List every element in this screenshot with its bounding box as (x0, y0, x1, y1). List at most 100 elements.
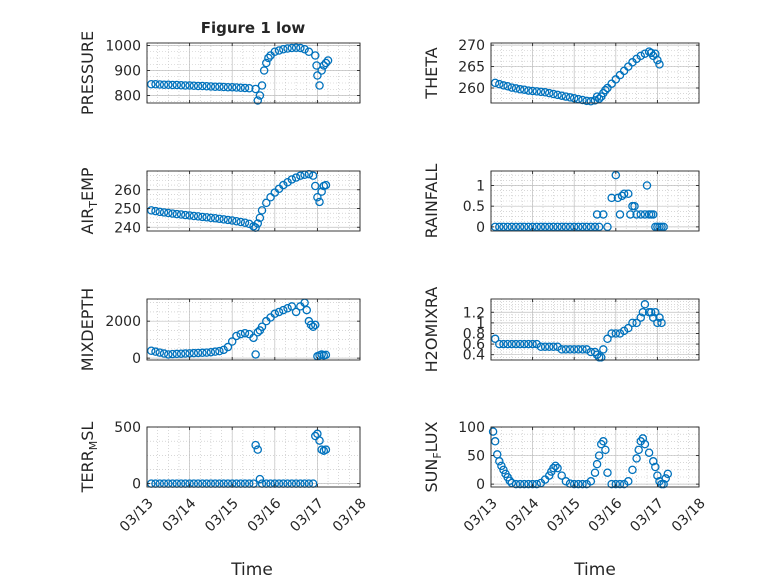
data-point (603, 334, 612, 344)
y-tick-label: 50 (467, 449, 485, 465)
data-point (503, 222, 512, 232)
y-tick-label: 240 (114, 220, 141, 236)
data-point (582, 345, 591, 354)
y-tick-label: 0.4 (463, 348, 485, 364)
data-point (490, 437, 500, 446)
y-tick-label: 500 (114, 420, 141, 436)
data-point (210, 213, 220, 223)
data-point (607, 329, 616, 338)
data-point (210, 347, 220, 356)
data-point (499, 339, 508, 349)
data-point (147, 346, 156, 356)
data-point (313, 192, 322, 202)
data-point (515, 222, 525, 232)
data-point (302, 305, 311, 315)
y-axis-label: RAINFALL (422, 164, 441, 239)
data-point (549, 463, 558, 473)
data-point (151, 206, 160, 216)
data-point (155, 80, 165, 89)
data-point (540, 88, 550, 97)
axes-box (146, 298, 361, 361)
data-point (644, 448, 654, 457)
panel-sun-flux: 0 50 100 03/13 03/14 03/15 03/16 03/17 03/18 SUNF… (422, 420, 709, 535)
data-point (279, 180, 288, 190)
x-tick-label: 03/18 (330, 495, 370, 535)
data-point (569, 479, 579, 489)
data-point (172, 209, 182, 219)
panel-mixdepth: 0 2000 MIXDEPTH (78, 288, 361, 371)
data-point (636, 210, 646, 219)
data-point (544, 471, 554, 480)
data-point (520, 222, 529, 232)
data-point (249, 222, 258, 231)
data-point (586, 97, 596, 106)
data-point (291, 43, 301, 53)
data-point (582, 96, 591, 106)
data-point (304, 47, 314, 57)
data-point (185, 81, 194, 90)
data-point (640, 49, 650, 58)
data-point (507, 83, 517, 92)
data-point (244, 84, 254, 93)
data-point (181, 349, 190, 358)
y-tick-label: 270 (458, 38, 485, 54)
data-point (611, 329, 621, 338)
data-point (227, 216, 237, 225)
data-point (565, 345, 575, 354)
data-point (227, 83, 237, 92)
data-point (168, 349, 177, 359)
data-point (257, 322, 267, 331)
data-point (283, 44, 292, 53)
data-point (611, 479, 621, 489)
y-axis-label: MIXDEPTH (78, 288, 97, 371)
data-point (315, 81, 324, 90)
data-point (549, 342, 558, 351)
data-point (151, 80, 160, 89)
data-point (287, 43, 297, 53)
x-tick-label: 03/17 (627, 495, 667, 535)
figure-title: Figure 1 low (201, 19, 306, 37)
x-tick-label: 03/13 (117, 495, 157, 535)
axes-box (490, 426, 700, 488)
data-point (561, 92, 571, 101)
data-point (168, 80, 177, 90)
series-markers (490, 47, 664, 106)
data-point (262, 198, 271, 208)
series-markers (147, 43, 333, 105)
data-point (255, 213, 265, 223)
data-point (189, 211, 199, 221)
data-point (532, 339, 542, 349)
data-point (215, 214, 224, 224)
data-point (592, 350, 602, 359)
panel-theta: 260 265 270 THETA (422, 38, 700, 106)
data-point (164, 350, 173, 359)
data-point (223, 342, 233, 352)
y-tick-label: 900 (114, 64, 141, 80)
data-point (499, 222, 508, 232)
data-point (632, 318, 641, 328)
data-point (511, 84, 521, 93)
data-point (565, 222, 575, 232)
series-markers (490, 300, 666, 362)
data-point (251, 440, 260, 450)
data-point (202, 213, 211, 222)
data-point (499, 465, 508, 475)
series-markers (147, 169, 331, 232)
data-point (653, 471, 662, 480)
data-point (189, 81, 199, 91)
data-point (653, 318, 662, 328)
series-markers (147, 298, 331, 361)
data-point (553, 90, 562, 100)
data-point (311, 51, 320, 60)
y-axis-label: AIRTEMP (78, 167, 100, 234)
data-point (528, 86, 537, 96)
data-point (661, 474, 670, 483)
data-point (553, 463, 562, 473)
data-point (590, 222, 600, 232)
data-point (594, 222, 604, 232)
x-tick-label: 03/18 (669, 495, 709, 535)
y-tick-label: 0 (476, 220, 485, 236)
data-point (495, 222, 504, 232)
data-point (308, 171, 318, 180)
data-point (300, 45, 309, 54)
